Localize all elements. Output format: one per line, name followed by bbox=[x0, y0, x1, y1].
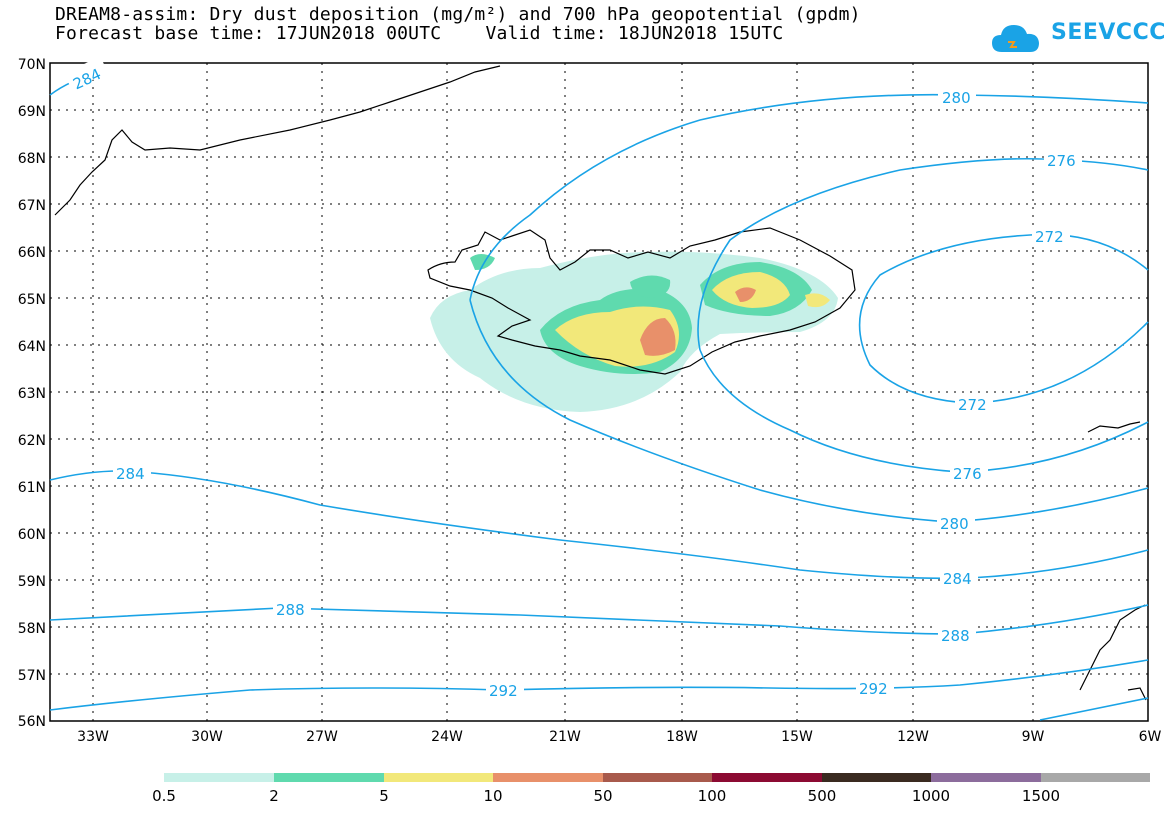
dust-area-northwest bbox=[470, 254, 495, 270]
contour-label: 284 bbox=[116, 465, 145, 483]
legend-labels: 0.5 2 5 10 50 100 500 1000 1500 bbox=[152, 787, 1060, 805]
lat-label: 70N bbox=[18, 57, 46, 73]
legend-colorbar bbox=[164, 773, 1150, 782]
contour-280-north bbox=[469, 93, 1149, 301]
contour-label: 280 bbox=[940, 515, 969, 533]
legend-label: 500 bbox=[808, 787, 837, 805]
contour-276-south bbox=[699, 349, 1149, 473]
lon-label: 27W bbox=[306, 729, 338, 745]
lat-label: 63N bbox=[18, 386, 46, 402]
legend-swatch bbox=[384, 773, 493, 782]
scotland-coast bbox=[1079, 604, 1146, 691]
legend-label: 2 bbox=[269, 787, 279, 805]
contour-label: 292 bbox=[859, 680, 888, 698]
scotland-islands bbox=[1127, 687, 1147, 701]
lat-label: 64N bbox=[18, 339, 46, 355]
greenland-coast bbox=[54, 65, 501, 216]
lon-label: 18W bbox=[666, 729, 698, 745]
dust-area-mid-small bbox=[630, 275, 671, 298]
dust-area-northeast bbox=[805, 293, 830, 308]
contour-label: 284 bbox=[943, 570, 972, 588]
cloud-logo-icon bbox=[992, 25, 1039, 52]
dust-area-orange-east bbox=[735, 287, 756, 302]
legend-swatch bbox=[493, 773, 603, 782]
contour-label: 276 bbox=[1047, 152, 1076, 170]
legend-label: 100 bbox=[698, 787, 727, 805]
contour-label: 292 bbox=[489, 682, 518, 700]
lat-label: 59N bbox=[18, 574, 46, 590]
logo-text: SEEVCCC bbox=[1051, 20, 1166, 45]
contour-280-south bbox=[469, 299, 1149, 523]
legend-swatch bbox=[822, 773, 931, 782]
lat-label: 68N bbox=[18, 151, 46, 167]
lon-label: 21W bbox=[549, 729, 581, 745]
contour-label: 288 bbox=[276, 601, 305, 619]
lon-label: 30W bbox=[191, 729, 223, 745]
lat-label: 67N bbox=[18, 198, 46, 214]
lat-label: 60N bbox=[18, 527, 46, 543]
legend-swatch bbox=[164, 773, 274, 782]
map-subtitle: Forecast base time: 17JUN2018 00UTC Vali… bbox=[55, 23, 784, 44]
legend-label: 5 bbox=[379, 787, 389, 805]
lon-label: 24W bbox=[431, 729, 463, 745]
dust-area-orange-west bbox=[640, 318, 676, 356]
contour-292-far-east bbox=[1039, 697, 1149, 721]
lon-label: 33W bbox=[77, 729, 109, 745]
legend-label: 10 bbox=[483, 787, 502, 805]
faroes-coast bbox=[1087, 421, 1141, 433]
lon-label: 9W bbox=[1022, 729, 1045, 745]
longitude-labels: 33W 30W 27W 24W 21W 18W 15W 12W 9W 6W bbox=[77, 729, 1161, 745]
legend-label: 0.5 bbox=[152, 787, 176, 805]
lat-label: 65N bbox=[18, 292, 46, 308]
lat-label: 61N bbox=[18, 480, 46, 496]
contour-label: 280 bbox=[942, 89, 971, 107]
lat-label: 66N bbox=[18, 245, 46, 261]
lon-label: 15W bbox=[781, 729, 813, 745]
lon-label: 12W bbox=[897, 729, 929, 745]
legend-label: 1000 bbox=[912, 787, 950, 805]
legend-label: 50 bbox=[593, 787, 612, 805]
contour-label: 272 bbox=[1035, 228, 1064, 246]
contour-label: 276 bbox=[953, 465, 982, 483]
lat-label: 57N bbox=[18, 668, 46, 684]
contour-label: 288 bbox=[941, 627, 970, 645]
map-title: DREAM8-assim: Dry dust deposition (mg/m²… bbox=[55, 4, 861, 25]
legend-swatch bbox=[603, 773, 712, 782]
contour-labels: 284 280 276 272 272 276 280 284 284 288 … bbox=[64, 56, 1082, 700]
latitude-labels: 70N 69N 68N 67N 66N 65N 64N 63N 62N 61N … bbox=[18, 57, 46, 730]
lat-label: 62N bbox=[18, 433, 46, 449]
lat-label: 69N bbox=[18, 104, 46, 120]
lon-label: 6W bbox=[1139, 729, 1162, 745]
lat-label: 58N bbox=[18, 621, 46, 637]
legend-label: 1500 bbox=[1022, 787, 1060, 805]
lat-label: 56N bbox=[18, 714, 46, 730]
legend-swatch bbox=[1041, 773, 1150, 782]
contour-label: 272 bbox=[958, 396, 987, 414]
legend-swatch bbox=[931, 773, 1041, 782]
dust-field bbox=[430, 251, 838, 412]
legend-swatch bbox=[712, 773, 822, 782]
legend-swatch bbox=[274, 773, 384, 782]
contour-292 bbox=[49, 659, 1149, 711]
